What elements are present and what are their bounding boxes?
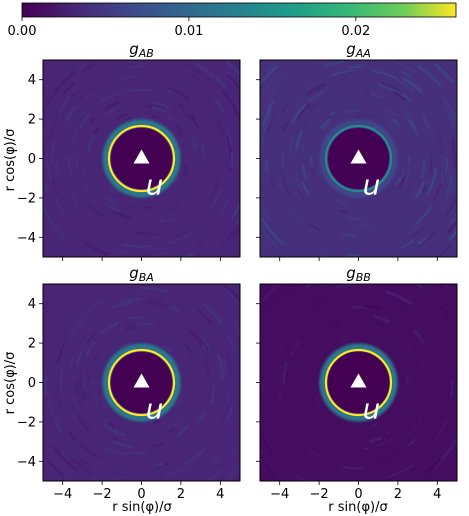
arrow-up-icon: [350, 373, 367, 388]
colorbar-tick-label: 0.02: [341, 24, 370, 39]
panel-title: gAA: [346, 40, 371, 60]
contact-ring: [324, 124, 393, 193]
y-axis-label-bottom: r cos(φ)/σ: [3, 352, 18, 415]
colorbar-tick-label: 0.00: [8, 24, 37, 39]
y-tick-label: 0: [28, 152, 36, 167]
marker-label: u: [146, 169, 164, 202]
colorbar: 0.00 0.01 0.02: [8, 2, 457, 39]
ring-halo: [319, 343, 398, 422]
y-tick-label: −2: [17, 191, 36, 206]
x-tick-label: −2: [310, 487, 329, 502]
heatmap-texture: [43, 284, 240, 481]
x-tick-label: −4: [270, 487, 289, 502]
x-tick-label: 2: [394, 487, 402, 502]
marker-label: u: [363, 169, 381, 202]
colorbar-ticks: 0.00 0.01 0.02: [8, 17, 370, 39]
panel-ab: u gAB −4 −2 0 2 4: [17, 40, 241, 261]
y-tick-label: 2: [28, 337, 36, 352]
panel-ba: u gBA −4 −2 0 2 4 −4 −2 0 2 4: [17, 264, 241, 502]
ring-halo: [102, 343, 181, 422]
x-tick-label: 4: [216, 487, 224, 502]
y-tick-label: −2: [17, 415, 36, 430]
y-tick-label: 4: [28, 297, 36, 312]
heatmap-texture: [260, 284, 457, 481]
x-axis-label-left: r sin(φ)/σ: [112, 500, 171, 515]
colorbar-tick-label: 0.01: [174, 24, 203, 39]
y-axis-label-top: r cos(φ)/σ: [3, 129, 18, 192]
x-tick-label: −4: [53, 487, 72, 502]
panel-title: gBA: [129, 264, 154, 284]
x-tick-label: 0: [137, 487, 145, 502]
ring-halo: [102, 119, 181, 198]
panel-aa: u gAA: [256, 40, 458, 261]
contact-ring: [324, 348, 393, 417]
arrow-up-icon: [133, 149, 150, 164]
x-tick-label: 2: [177, 487, 185, 502]
arrow-up-icon: [133, 373, 150, 388]
marker-label: u: [363, 393, 381, 426]
panel-title: gAB: [129, 40, 154, 60]
contact-ring: [107, 348, 176, 417]
heatmap-texture: [260, 60, 457, 257]
x-axis-label-right: r sin(φ)/σ: [328, 500, 387, 515]
x-tick-label: −2: [93, 487, 112, 502]
marker-label: u: [146, 393, 164, 426]
contact-ring: [107, 124, 176, 193]
arrow-up-icon: [350, 149, 367, 164]
ring-halo: [319, 119, 398, 198]
y-tick-label: 4: [28, 73, 36, 88]
panel-title: gBB: [346, 264, 371, 284]
y-tick-label: 0: [28, 376, 36, 391]
x-tick-label: 0: [354, 487, 362, 502]
colorbar-gradient: [21, 2, 457, 18]
y-tick-label: −4: [17, 231, 36, 246]
y-tick-label: 2: [28, 113, 36, 128]
panel-bb: u gBB −4 −2 0 2 4: [256, 264, 458, 502]
x-tick-label: 4: [433, 487, 441, 502]
panels: u gAB −4 −2 0 2 4 u gAA u gBA −4 −2 0 2 4 −4 −2 0 2 4 u gBB −4 −…: [17, 40, 458, 502]
y-tick-label: −4: [17, 455, 36, 470]
